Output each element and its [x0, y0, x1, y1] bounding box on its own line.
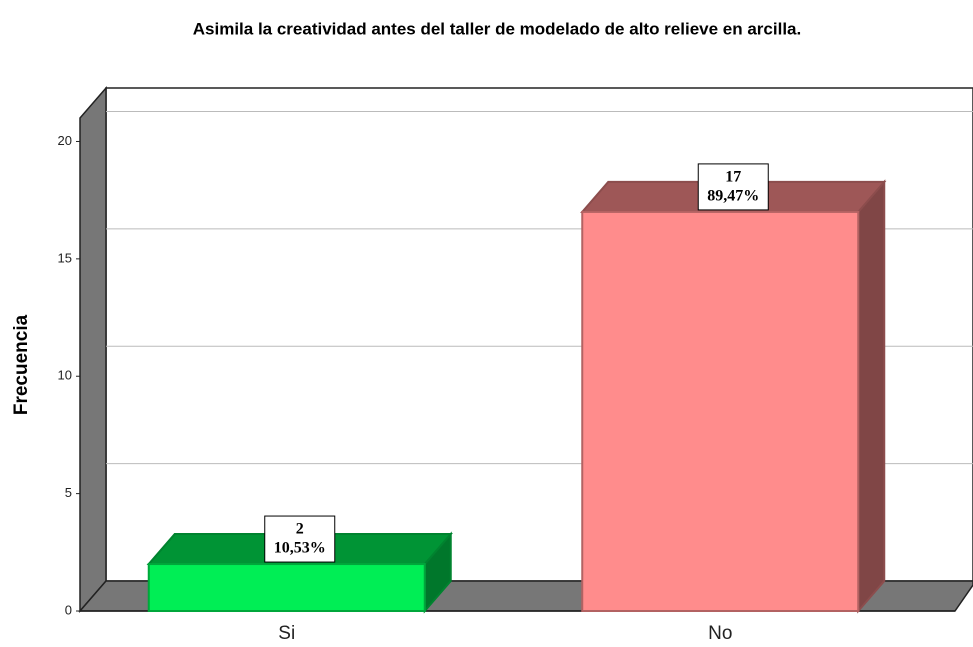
y-tick-label: 5 [65, 485, 72, 500]
y-tick-label: 10 [58, 368, 72, 383]
y-tick-label: 0 [65, 602, 72, 617]
x-tick-label: Si [278, 623, 295, 644]
chart-title: Asimila la creatividad antes del taller … [193, 19, 801, 38]
y-axis-label: Frecuencia [11, 314, 32, 415]
bar-side [857, 179, 886, 614]
data-label-percent: 89,47% [707, 188, 759, 205]
data-label: 2 [296, 521, 304, 538]
data-label: 17 [725, 169, 741, 186]
data-label-box [264, 515, 336, 563]
bar [580, 179, 887, 614]
left-wall [79, 85, 107, 614]
data-label-percent: 10,53% [274, 540, 326, 557]
y-tick-label: 20 [58, 133, 72, 148]
data-label-box [697, 163, 769, 211]
x-tick-label: No [708, 623, 732, 644]
y-tick-label: 15 [58, 250, 72, 265]
bar-front [581, 210, 860, 612]
bar-front [147, 563, 426, 612]
